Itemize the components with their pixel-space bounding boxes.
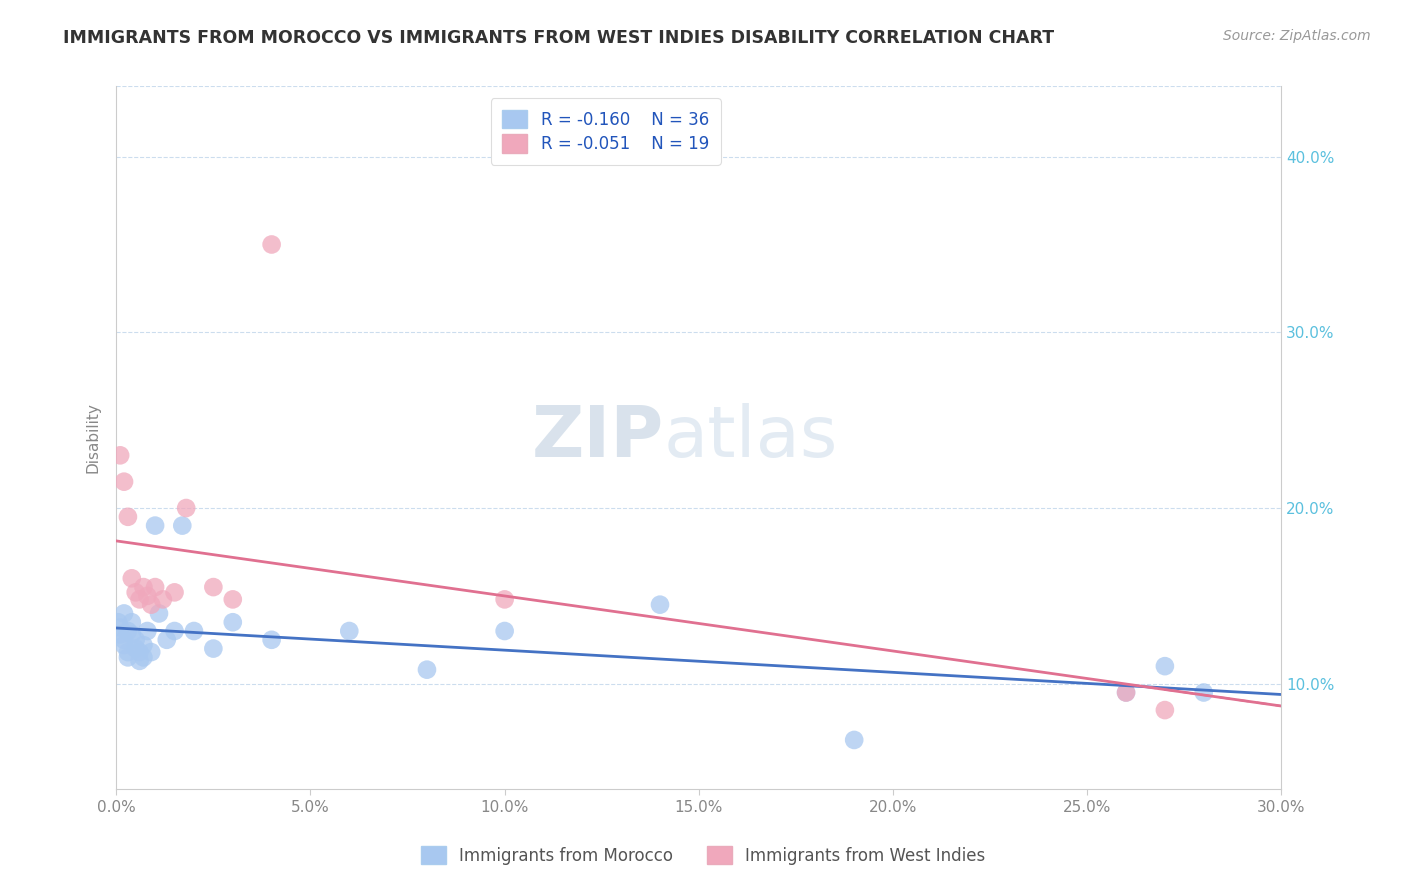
Point — [107, 615, 129, 630]
Point — [337, 624, 360, 638]
Point — [108, 620, 131, 634]
Point — [172, 518, 194, 533]
Point — [117, 650, 139, 665]
Point — [112, 638, 135, 652]
Point — [136, 624, 159, 638]
Point — [163, 624, 186, 638]
Point — [1115, 685, 1137, 699]
Point — [108, 627, 131, 641]
Point — [222, 592, 245, 607]
Point — [1154, 703, 1177, 717]
Point — [108, 448, 131, 462]
Point — [112, 607, 135, 621]
Point — [128, 654, 150, 668]
Point — [494, 624, 516, 638]
Point — [132, 580, 155, 594]
Point — [1154, 659, 1177, 673]
Point — [141, 645, 163, 659]
Point — [112, 632, 135, 647]
Legend: R = -0.160    N = 36, R = -0.051    N = 19: R = -0.160 N = 36, R = -0.051 N = 19 — [491, 98, 721, 165]
Point — [416, 663, 439, 677]
Point — [136, 589, 159, 603]
Point — [112, 475, 135, 489]
Point — [202, 580, 225, 594]
Point — [125, 641, 148, 656]
Point — [121, 571, 143, 585]
Point — [494, 592, 516, 607]
Text: ZIP: ZIP — [531, 403, 664, 472]
Text: IMMIGRANTS FROM MOROCCO VS IMMIGRANTS FROM WEST INDIES DISABILITY CORRELATION CH: IMMIGRANTS FROM MOROCCO VS IMMIGRANTS FR… — [63, 29, 1054, 47]
Point — [222, 615, 245, 630]
Point — [125, 632, 148, 647]
Point — [132, 638, 155, 652]
Point — [121, 615, 143, 630]
Y-axis label: Disability: Disability — [86, 402, 100, 473]
Text: atlas: atlas — [664, 403, 838, 472]
Point — [260, 237, 283, 252]
Point — [125, 585, 148, 599]
Legend: Immigrants from Morocco, Immigrants from West Indies: Immigrants from Morocco, Immigrants from… — [411, 836, 995, 875]
Point — [121, 627, 143, 641]
Point — [156, 632, 179, 647]
Point — [260, 632, 283, 647]
Point — [128, 592, 150, 607]
Point — [132, 650, 155, 665]
Point — [141, 598, 163, 612]
Point — [143, 518, 166, 533]
Point — [163, 585, 186, 599]
Point — [128, 645, 150, 659]
Point — [1115, 685, 1137, 699]
Point — [202, 641, 225, 656]
Point — [183, 624, 205, 638]
Text: Source: ZipAtlas.com: Source: ZipAtlas.com — [1223, 29, 1371, 44]
Point — [117, 624, 139, 638]
Point — [117, 509, 139, 524]
Point — [174, 501, 197, 516]
Point — [648, 598, 671, 612]
Point — [152, 592, 174, 607]
Point — [844, 733, 866, 747]
Point — [148, 607, 170, 621]
Point — [143, 580, 166, 594]
Point — [117, 645, 139, 659]
Point — [1192, 685, 1215, 699]
